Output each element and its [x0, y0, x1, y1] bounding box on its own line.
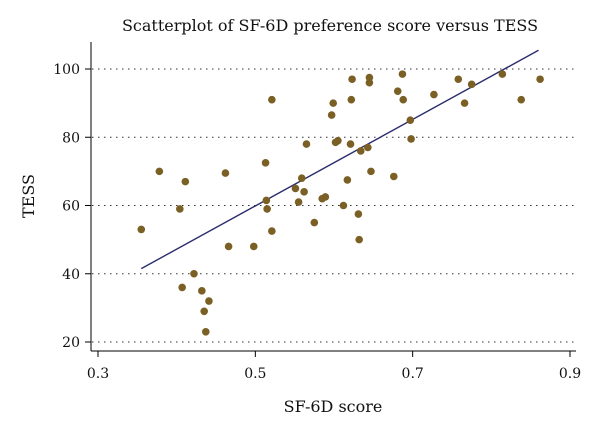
y-axis-label: TESS — [19, 174, 38, 218]
data-point-17 — [268, 227, 276, 235]
data-point-0 — [137, 225, 146, 234]
data-point-51 — [467, 80, 476, 89]
data-point-49 — [454, 75, 463, 84]
x-tick-label-0.5: 0.5 — [244, 366, 266, 382]
data-point-23 — [310, 218, 319, 227]
data-point-53 — [517, 95, 526, 104]
data-point-34 — [348, 75, 356, 84]
y-tick-label-20: 20 — [62, 335, 80, 351]
data-point-36 — [355, 235, 363, 244]
data-point-31 — [343, 176, 352, 184]
data-point-46 — [406, 116, 415, 124]
data-point-40 — [365, 78, 374, 87]
data-point-18 — [291, 184, 300, 193]
data-point-41 — [367, 167, 375, 176]
gridlines — [92, 68, 575, 343]
data-point-45 — [399, 95, 408, 104]
data-point-50 — [460, 99, 469, 107]
x-tick-label-0.9: 0.9 — [559, 366, 581, 382]
data-point-4 — [181, 177, 190, 186]
data-point-15 — [263, 205, 271, 213]
data-point-13 — [261, 159, 270, 167]
y-tick-label-80: 80 — [62, 130, 80, 146]
data-point-52 — [498, 70, 507, 78]
y-tick-label-100: 100 — [53, 62, 80, 78]
data-point-27 — [329, 99, 338, 107]
data-point-47 — [407, 135, 415, 143]
data-point-32 — [346, 140, 355, 148]
chart-title: Scatterplot of SF-6D preference score ve… — [122, 16, 538, 35]
y-tick-label-40: 40 — [62, 267, 80, 283]
data-point-10 — [221, 169, 230, 177]
data-point-19 — [294, 198, 303, 206]
data-point-12 — [249, 242, 258, 251]
data-point-3 — [178, 283, 186, 292]
data-point-30 — [339, 201, 348, 210]
data-point-25 — [321, 193, 330, 201]
data-point-29 — [334, 136, 342, 145]
data-point-33 — [347, 95, 356, 104]
axes — [90, 42, 576, 352]
data-point-48 — [430, 90, 438, 99]
data-point-14 — [262, 196, 271, 205]
data-point-7 — [200, 307, 208, 316]
data-point-2 — [176, 205, 184, 213]
x-axis-label: SF-6D score — [284, 397, 383, 416]
data-point-16 — [268, 95, 276, 104]
data-point-44 — [398, 70, 407, 78]
data-point-54 — [536, 75, 544, 84]
data-point-22 — [302, 140, 311, 148]
data-point-20 — [297, 174, 306, 182]
data-point-35 — [354, 210, 363, 218]
data-point-21 — [300, 188, 308, 196]
data-point-9 — [205, 297, 213, 305]
data-point-5 — [190, 269, 198, 278]
fit-line — [140, 49, 539, 270]
data-point-26 — [327, 111, 336, 119]
data-point-38 — [364, 143, 372, 152]
x-tick-label-0.7: 0.7 — [402, 366, 424, 382]
x-tick-label-0.3: 0.3 — [87, 366, 109, 382]
fit-line-group — [140, 49, 539, 270]
y-tick-label-60: 60 — [62, 199, 80, 215]
data-point-1 — [155, 167, 164, 176]
data-point-11 — [224, 242, 233, 251]
data-point-6 — [198, 287, 206, 295]
data-point-8 — [201, 327, 210, 336]
data-point-43 — [393, 87, 402, 95]
data-point-37 — [356, 147, 365, 155]
ticks: 20 40 60 80 100 0.3 0.5 0.7 0.9 — [53, 62, 581, 382]
data-point-42 — [389, 172, 398, 181]
data-points — [137, 70, 544, 336]
